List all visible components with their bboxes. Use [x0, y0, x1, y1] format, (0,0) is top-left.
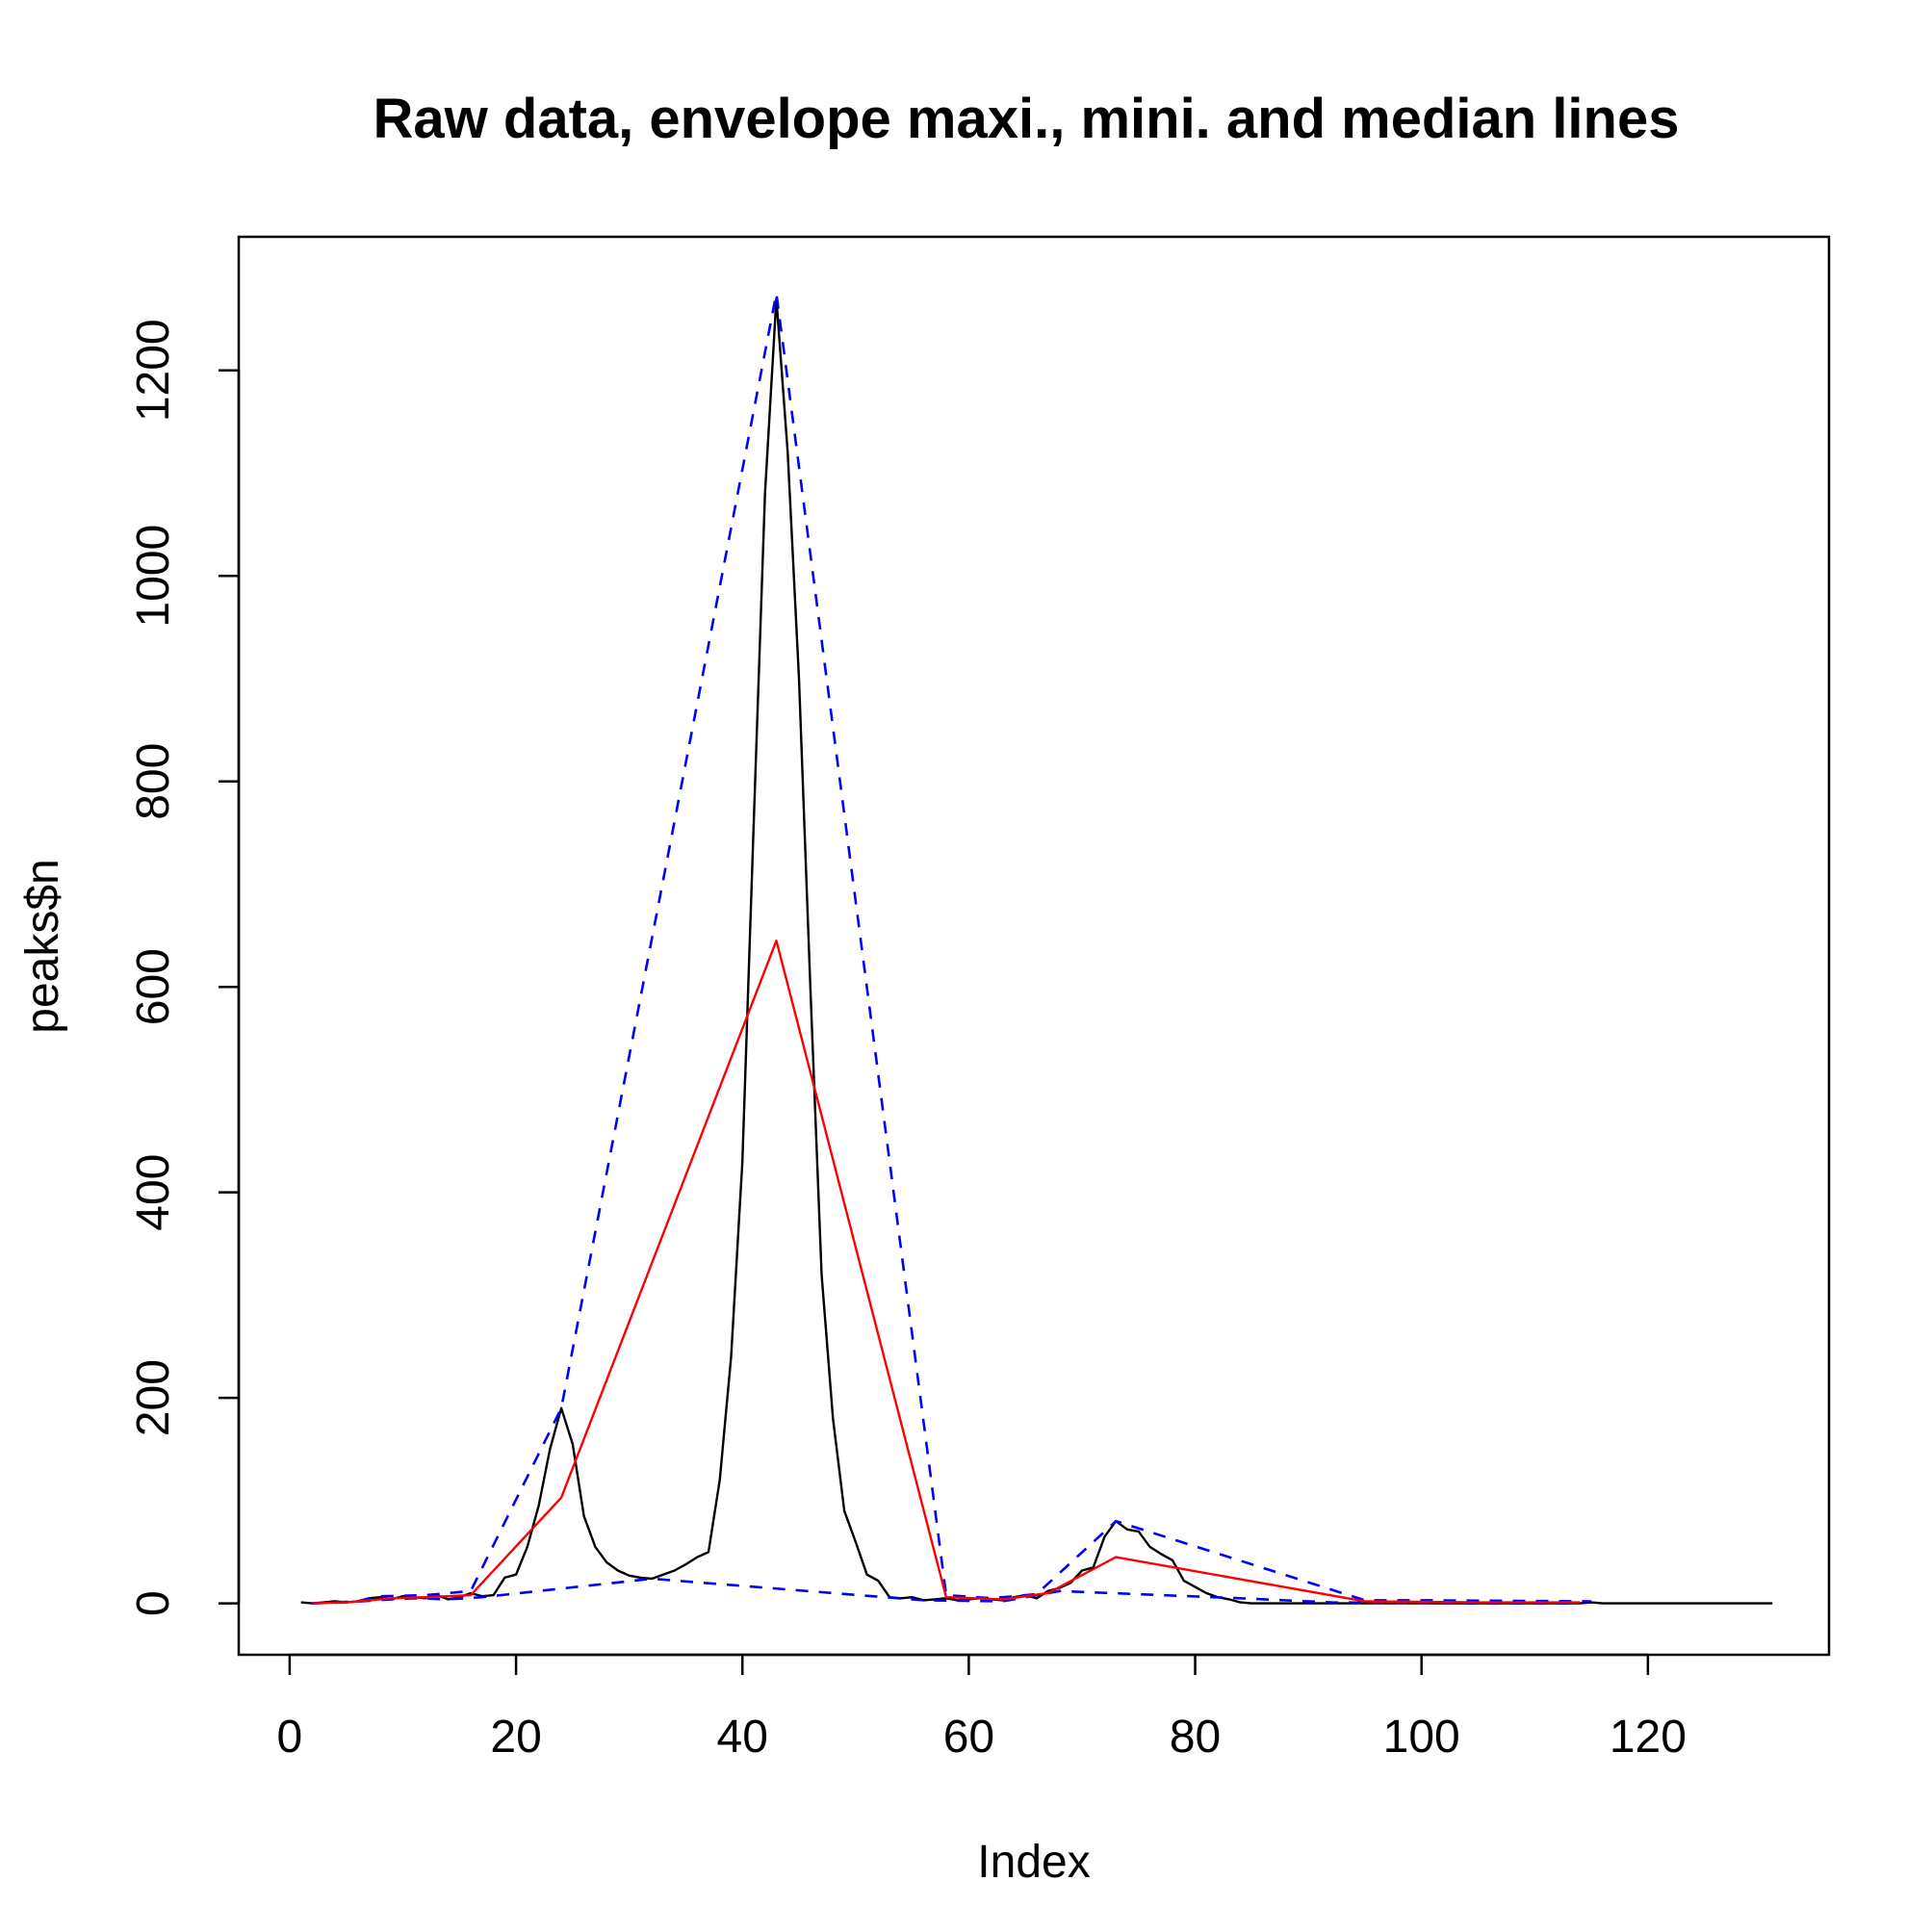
series-layer	[300, 292, 1773, 1605]
envelope-max-line	[312, 292, 1592, 1605]
y-tick-label: 400	[128, 1154, 179, 1231]
y-axis-label: peaks$n	[17, 859, 68, 1033]
x-axis-label: Index	[977, 1837, 1090, 1888]
median-line	[312, 940, 1581, 1605]
y-tick-label: 600	[128, 948, 179, 1025]
x-tick-label: 60	[943, 1712, 994, 1763]
y-tick-label: 200	[128, 1359, 179, 1436]
x-tick-label: 0	[277, 1712, 303, 1763]
x-tick-label: 80	[1170, 1712, 1221, 1763]
chart-title: Raw data, envelope maxi., mini. and medi…	[374, 88, 1680, 150]
y-tick-label: 0	[128, 1590, 179, 1616]
raw-data-line	[300, 296, 1773, 1605]
x-tick-label: 120	[1610, 1712, 1687, 1763]
x-tick-label: 40	[717, 1712, 768, 1763]
y-tick-label: 1200	[128, 319, 179, 422]
y-axis: 0 200 400 600 800 1000 1200	[128, 319, 241, 1616]
plot-frame	[237, 235, 1831, 1657]
x-tick-label: 20	[490, 1712, 541, 1763]
y-tick-label: 1000	[128, 525, 179, 628]
x-axis: 0 20 40 60 80 100 120	[277, 1653, 1687, 1763]
x-tick-label: 100	[1383, 1712, 1460, 1763]
y-tick-label: 800	[128, 743, 179, 820]
